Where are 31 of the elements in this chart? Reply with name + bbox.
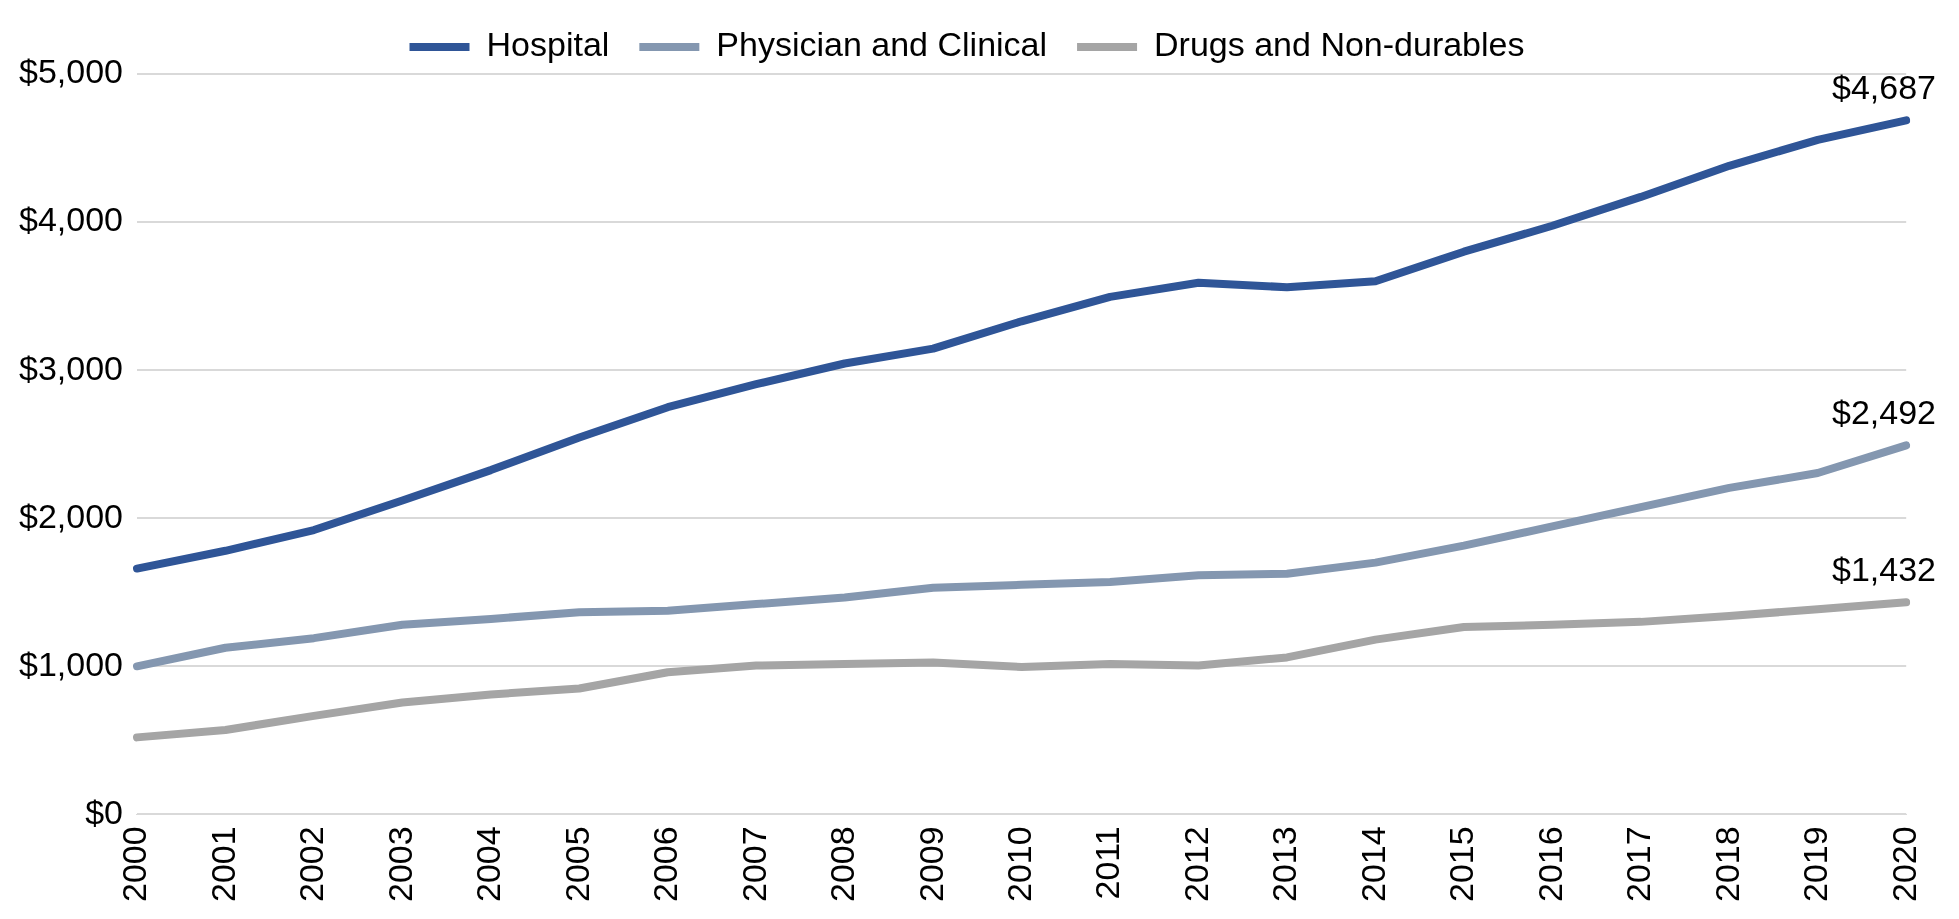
x-tick-label: 2005: [557, 826, 596, 902]
x-tick-label: 2008: [823, 826, 862, 902]
y-tick-label: $4,000: [18, 200, 123, 239]
x-tick-label: 2012: [1176, 826, 1215, 902]
y-tick-label: $2,000: [18, 496, 123, 535]
y-tick-label: $3,000: [18, 348, 123, 387]
y-tick-label: $5,000: [18, 52, 123, 91]
x-tick-label: 2017: [1619, 826, 1658, 902]
x-tick-label: 2004: [469, 826, 508, 902]
x-tick-label: 2020: [1884, 826, 1923, 902]
legend-label: Drugs and Non-durables: [1154, 25, 1525, 64]
x-tick-label: 2014: [1353, 826, 1392, 902]
data-label: $2,492: [1832, 392, 1936, 431]
legend-label: Hospital: [486, 25, 610, 64]
x-tick-label: 2011: [1088, 826, 1127, 900]
x-tick-label: 2001: [203, 826, 242, 902]
x-tick-label: 2013: [1265, 826, 1304, 902]
x-tick-label: 2007: [734, 826, 773, 902]
x-tick-label: 2016: [1530, 826, 1569, 902]
legend-label: Physician and Clinical: [716, 25, 1048, 64]
x-tick-label: 2006: [646, 826, 685, 902]
x-tick-label: 2010: [999, 826, 1038, 902]
x-tick-label: 2019: [1796, 826, 1835, 902]
x-tick-label: 2018: [1707, 826, 1746, 902]
data-label: $4,687: [1832, 67, 1936, 106]
y-tick-label: $1,000: [18, 644, 123, 683]
x-tick-label: 2003: [380, 826, 419, 902]
data-label: $1,432: [1832, 549, 1936, 588]
x-tick-label: 2002: [292, 826, 331, 902]
x-tick-label: 2009: [911, 826, 950, 902]
x-tick-label: 2015: [1442, 826, 1481, 902]
